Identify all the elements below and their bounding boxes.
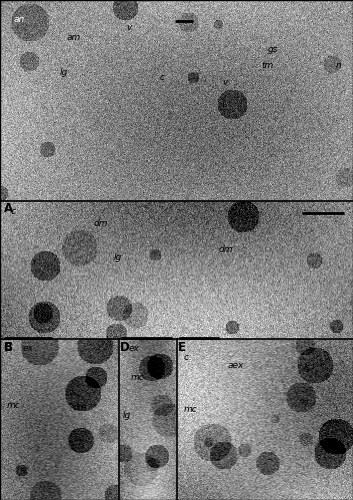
Text: dm: dm <box>94 218 108 228</box>
Text: mc: mc <box>7 400 21 409</box>
Text: tm: tm <box>261 60 274 70</box>
Text: aex: aex <box>228 362 244 370</box>
Text: ls: ls <box>302 398 309 407</box>
Text: dm: dm <box>219 246 233 254</box>
Text: c: c <box>160 73 165 82</box>
Text: lg: lg <box>113 253 122 262</box>
Text: lg: lg <box>123 410 131 420</box>
Text: E: E <box>178 341 186 354</box>
Text: ex: ex <box>23 344 34 353</box>
Text: mc: mc <box>131 373 144 382</box>
Text: mc: mc <box>184 406 197 414</box>
Text: D: D <box>120 341 130 354</box>
Text: C: C <box>4 341 12 354</box>
Text: am: am <box>67 33 81 42</box>
Text: n: n <box>335 60 341 70</box>
Text: an: an <box>14 16 25 24</box>
Text: dm: dm <box>72 403 87 412</box>
Text: c: c <box>11 206 16 216</box>
Text: ex: ex <box>129 344 140 353</box>
Text: ls: ls <box>304 363 311 372</box>
Text: lg: lg <box>59 68 68 77</box>
Text: A: A <box>4 202 13 215</box>
Text: B: B <box>4 341 12 354</box>
Text: gs: gs <box>268 46 278 54</box>
Text: v: v <box>126 23 132 32</box>
Text: c: c <box>184 353 189 362</box>
Text: v: v <box>222 78 228 87</box>
